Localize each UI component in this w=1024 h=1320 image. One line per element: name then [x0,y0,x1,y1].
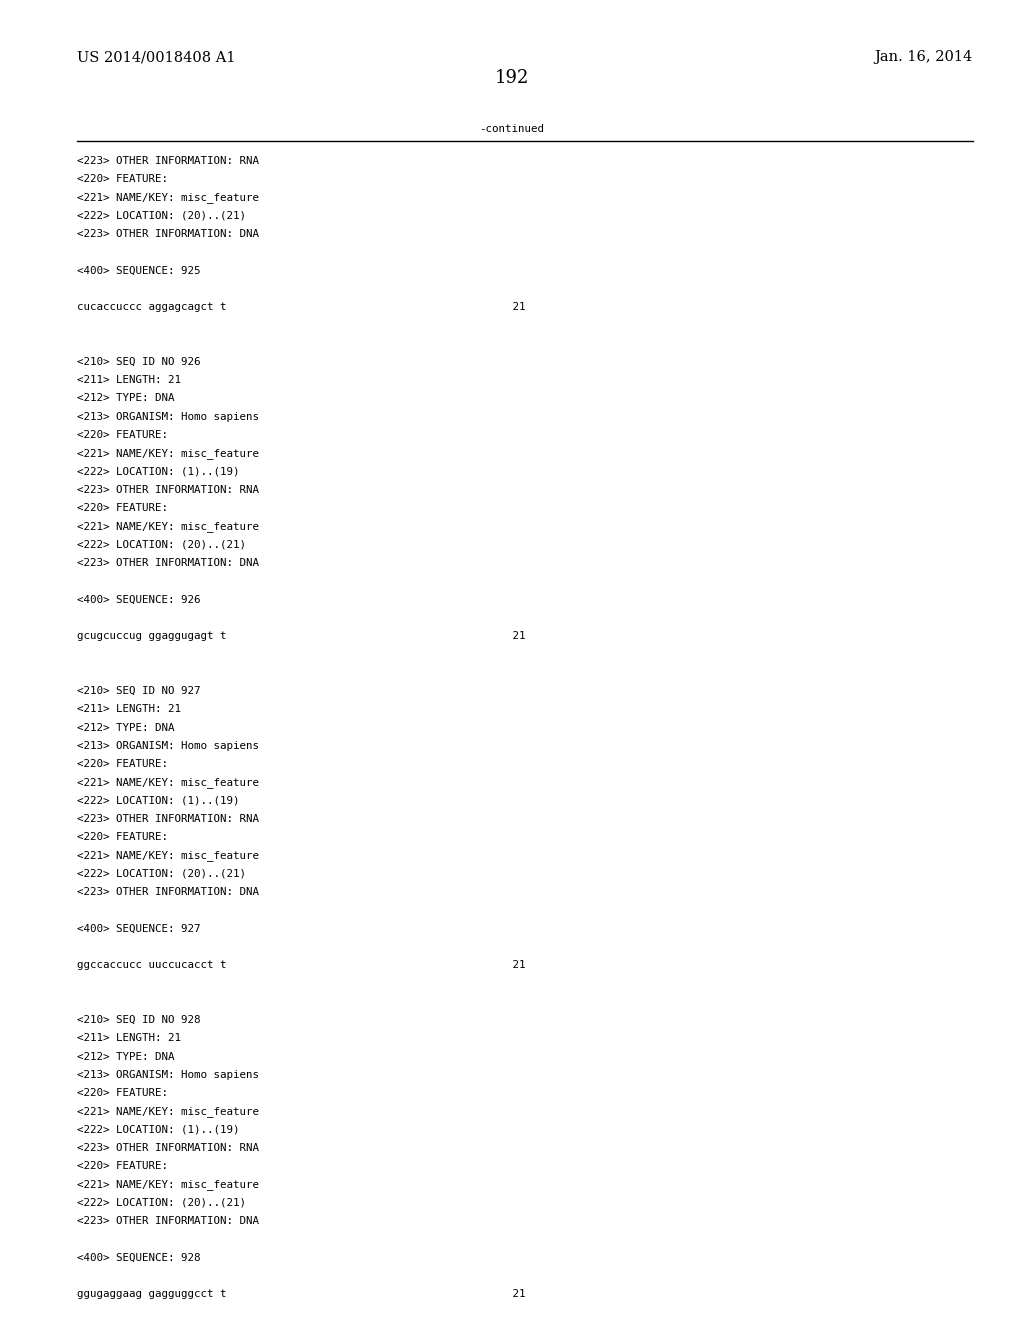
Text: ggccaccucc uuccucacct t                                            21: ggccaccucc uuccucacct t 21 [77,960,525,970]
Text: <222> LOCATION: (1)..(19): <222> LOCATION: (1)..(19) [77,466,240,477]
Text: <220> FEATURE:: <220> FEATURE: [77,503,168,513]
Text: -continued: -continued [479,124,545,135]
Text: 192: 192 [495,69,529,87]
Text: <221> NAME/KEY: misc_feature: <221> NAME/KEY: misc_feature [77,449,259,459]
Text: <212> TYPE: DNA: <212> TYPE: DNA [77,722,174,733]
Text: <222> LOCATION: (20)..(21): <222> LOCATION: (20)..(21) [77,1197,246,1208]
Text: <400> SEQUENCE: 926: <400> SEQUENCE: 926 [77,594,201,605]
Text: <220> FEATURE:: <220> FEATURE: [77,430,168,440]
Text: <221> NAME/KEY: misc_feature: <221> NAME/KEY: misc_feature [77,193,259,203]
Text: <221> NAME/KEY: misc_feature: <221> NAME/KEY: misc_feature [77,850,259,862]
Text: <400> SEQUENCE: 925: <400> SEQUENCE: 925 [77,265,201,276]
Text: <223> OTHER INFORMATION: DNA: <223> OTHER INFORMATION: DNA [77,558,259,568]
Text: <212> TYPE: DNA: <212> TYPE: DNA [77,1052,174,1061]
Text: <223> OTHER INFORMATION: RNA: <223> OTHER INFORMATION: RNA [77,484,259,495]
Text: <223> OTHER INFORMATION: DNA: <223> OTHER INFORMATION: DNA [77,1216,259,1226]
Text: <400> SEQUENCE: 928: <400> SEQUENCE: 928 [77,1253,201,1263]
Text: <210> SEQ ID NO 927: <210> SEQ ID NO 927 [77,686,201,696]
Text: <211> LENGTH: 21: <211> LENGTH: 21 [77,704,181,714]
Text: Jan. 16, 2014: Jan. 16, 2014 [874,50,973,65]
Text: <221> NAME/KEY: misc_feature: <221> NAME/KEY: misc_feature [77,777,259,788]
Text: <221> NAME/KEY: misc_feature: <221> NAME/KEY: misc_feature [77,1180,259,1191]
Text: <211> LENGTH: 21: <211> LENGTH: 21 [77,1034,181,1043]
Text: <222> LOCATION: (20)..(21): <222> LOCATION: (20)..(21) [77,869,246,879]
Text: gcugcuccug ggaggugagt t                                            21: gcugcuccug ggaggugagt t 21 [77,631,525,642]
Text: <221> NAME/KEY: misc_feature: <221> NAME/KEY: misc_feature [77,521,259,532]
Text: <220> FEATURE:: <220> FEATURE: [77,1162,168,1171]
Text: <213> ORGANISM: Homo sapiens: <213> ORGANISM: Homo sapiens [77,412,259,421]
Text: <220> FEATURE:: <220> FEATURE: [77,1088,168,1098]
Text: US 2014/0018408 A1: US 2014/0018408 A1 [77,50,236,65]
Text: <212> TYPE: DNA: <212> TYPE: DNA [77,393,174,404]
Text: <211> LENGTH: 21: <211> LENGTH: 21 [77,375,181,385]
Text: <213> ORGANISM: Homo sapiens: <213> ORGANISM: Homo sapiens [77,741,259,751]
Text: <222> LOCATION: (1)..(19): <222> LOCATION: (1)..(19) [77,1125,240,1135]
Text: <210> SEQ ID NO 926: <210> SEQ ID NO 926 [77,356,201,367]
Text: <210> SEQ ID NO 928: <210> SEQ ID NO 928 [77,1015,201,1026]
Text: cucaccuccc aggagcagct t                                            21: cucaccuccc aggagcagct t 21 [77,302,525,312]
Text: <223> OTHER INFORMATION: DNA: <223> OTHER INFORMATION: DNA [77,887,259,898]
Text: <213> ORGANISM: Homo sapiens: <213> ORGANISM: Homo sapiens [77,1069,259,1080]
Text: <221> NAME/KEY: misc_feature: <221> NAME/KEY: misc_feature [77,1106,259,1117]
Text: <223> OTHER INFORMATION: DNA: <223> OTHER INFORMATION: DNA [77,228,259,239]
Text: <222> LOCATION: (1)..(19): <222> LOCATION: (1)..(19) [77,796,240,805]
Text: ggugaggaag gagguggcct t                                            21: ggugaggaag gagguggcct t 21 [77,1290,525,1299]
Text: <223> OTHER INFORMATION: RNA: <223> OTHER INFORMATION: RNA [77,814,259,824]
Text: <400> SEQUENCE: 927: <400> SEQUENCE: 927 [77,924,201,933]
Text: <220> FEATURE:: <220> FEATURE: [77,759,168,770]
Text: <223> OTHER INFORMATION: RNA: <223> OTHER INFORMATION: RNA [77,1143,259,1152]
Text: <223> OTHER INFORMATION: RNA: <223> OTHER INFORMATION: RNA [77,156,259,166]
Text: <222> LOCATION: (20)..(21): <222> LOCATION: (20)..(21) [77,540,246,549]
Text: <220> FEATURE:: <220> FEATURE: [77,174,168,183]
Text: <222> LOCATION: (20)..(21): <222> LOCATION: (20)..(21) [77,211,246,220]
Text: <220> FEATURE:: <220> FEATURE: [77,832,168,842]
